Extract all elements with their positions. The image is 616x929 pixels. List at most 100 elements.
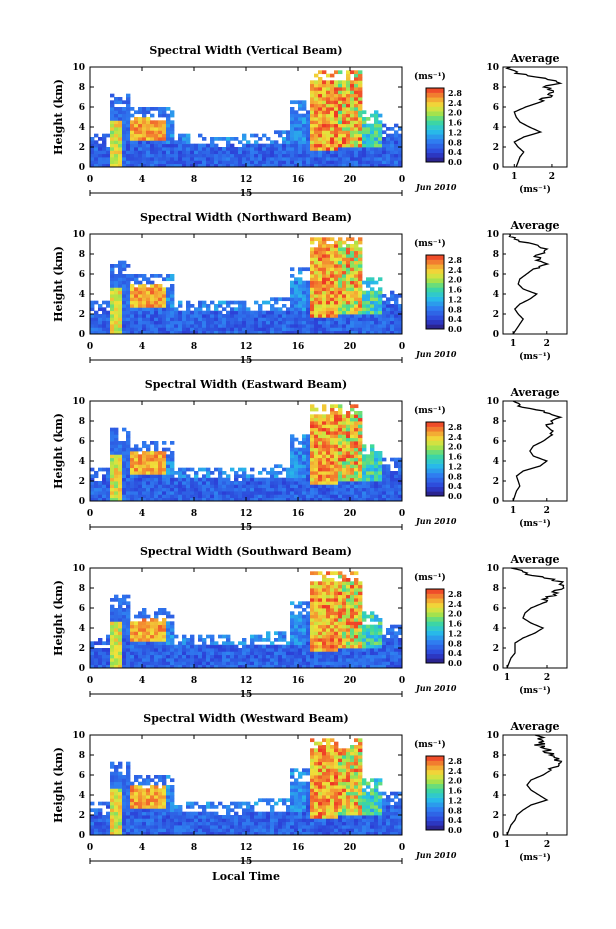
heatmap-cell [294,641,299,646]
heatmap-cell [334,601,339,606]
colorbar-swatch [426,143,444,149]
heatmap-cell [314,287,319,292]
heatmap-cell [374,467,379,472]
heatmap-cell [286,651,291,656]
heatmap-cell [294,330,299,335]
heatmap-cell [358,611,363,616]
heatmap-cell [206,474,211,479]
profile-line [508,233,550,335]
heatmap-cell [318,571,323,576]
heatmap-cell [394,147,399,151]
heatmap-cell [230,654,235,659]
heatmap-cell [142,638,147,642]
heatmap-cell [334,143,339,148]
colorbar-swatch [426,445,444,451]
heatmap-cell [358,284,363,288]
heatmap-cell [202,324,207,328]
heatmap-cell [338,277,343,282]
heatmap-cell [362,117,367,121]
heatmap-cell [290,294,295,298]
heatmap-cell [314,324,319,328]
heatmap-cell [166,277,171,282]
heatmap-cell [314,80,319,85]
heatmap-cell [378,277,383,282]
heatmap-cell [134,474,139,479]
heatmap-cell [302,651,307,656]
heatmap-cell [182,157,187,161]
heatmap-cell [334,267,339,272]
heatmap-cell [134,654,139,659]
heatmap-cell [294,127,299,131]
heatmap-cell [106,638,111,642]
heatmap-cell [374,163,379,168]
heatmap-cell [398,477,403,482]
heatmap-cell [118,160,123,165]
heatmap-cell [98,638,103,642]
heatmap-cell [370,484,375,489]
heatmap-cell [330,80,335,85]
heatmap-cell [282,497,287,502]
heatmap-cell [166,163,171,168]
heatmap-cell [390,661,395,666]
heatmap-cell [318,437,323,442]
heatmap-cell [346,284,351,288]
heatmap-cell [110,624,115,629]
heatmap-cell [130,648,135,652]
heatmap-cell [350,477,355,482]
heatmap-cell [386,157,391,161]
heatmap-cell [246,644,251,649]
heatmap-cell [306,304,311,308]
heatmap-cell [154,320,159,325]
heatmap-cell [238,327,243,332]
heatmap-cell [214,477,219,482]
y-tick-label: 4 [79,290,85,300]
heatmap-cell [282,487,287,492]
heatmap-cell [166,107,171,111]
heatmap-cell [322,481,327,485]
heatmap-cell [198,467,203,472]
heatmap-cell [378,638,383,642]
heatmap-cell [186,661,191,666]
heatmap-cell [94,491,99,495]
x-tick-label: 20 [344,509,357,519]
heatmap-cell [270,477,275,482]
heatmap-cell [174,310,179,315]
heatmap-cell [242,651,247,656]
heatmap-cell [354,120,359,125]
heatmap-cell [222,634,227,639]
heatmap-cell [294,604,299,609]
heatmap-cell [154,614,159,619]
profile-y-tick-label: 4 [493,123,499,133]
heatmap-cell [306,481,311,485]
colorbar-swatch [426,644,444,650]
heatmap-cell [278,130,283,135]
heatmap-cell [310,304,315,308]
heatmap-cell [110,441,115,445]
heatmap-cell [150,123,155,128]
heatmap-cell [330,648,335,652]
heatmap-cell [262,153,267,158]
heatmap-cell [146,123,151,128]
heatmap-cell [234,300,239,305]
heatmap-cell [322,294,327,298]
heatmap-cell [318,434,323,439]
heatmap-cell [222,484,227,489]
heatmap-cell [258,648,263,652]
heatmap-cell [302,130,307,135]
heatmap-cell [214,641,219,646]
heatmap-cell [314,314,319,318]
heatmap-cell [274,160,279,165]
heatmap-cell [158,107,163,111]
heatmap-cell [294,314,299,318]
heatmap-cell [306,641,311,646]
heatmap-cell [310,240,315,245]
heatmap-cell [374,304,379,308]
heatmap-cell [326,631,331,636]
profile-y-tick-label: 6 [493,270,499,280]
heatmap-cell [150,664,155,669]
heatmap-cell [142,444,147,449]
heatmap-cell [266,300,271,305]
heatmap-cell [154,287,159,292]
heatmap-cell [274,317,279,322]
heatmap-cell [150,287,155,292]
